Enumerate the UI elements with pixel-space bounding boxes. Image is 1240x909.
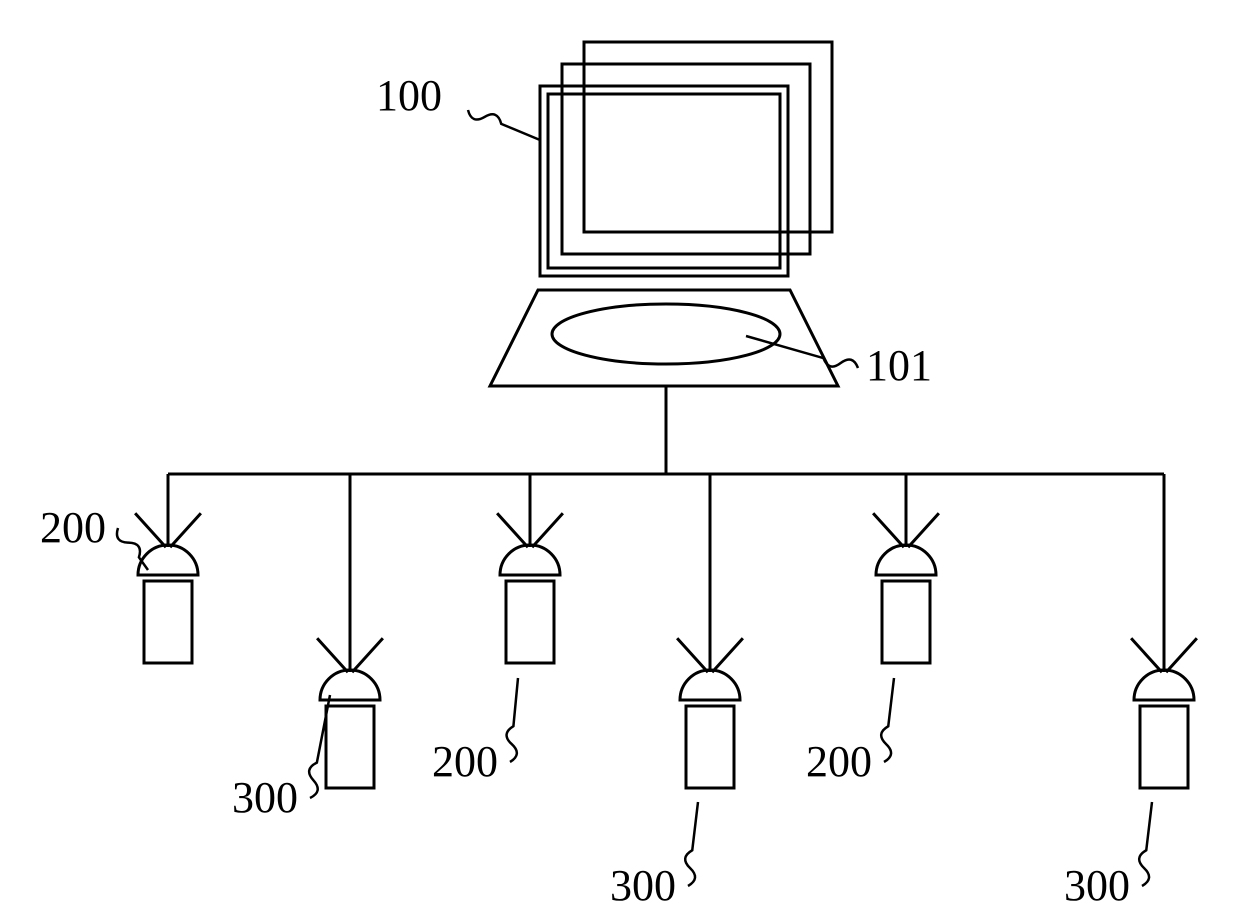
label-300: 300: [610, 861, 676, 909]
lamp-icon: [1131, 630, 1197, 788]
lamp-icon: [677, 630, 743, 788]
label-200: 200: [806, 737, 872, 786]
label-200: 200: [432, 737, 498, 786]
label-300: 300: [232, 773, 298, 822]
lamp-icon: [497, 505, 563, 663]
lamp-icon: [135, 505, 201, 663]
trackpad-ellipse: [552, 304, 780, 364]
label-300: 300: [1064, 861, 1130, 909]
laptop-icon: [490, 42, 838, 386]
label-200: 200: [40, 503, 106, 552]
label-100: 100: [376, 71, 442, 120]
lamp-icon: [873, 505, 939, 663]
label-101: 101: [866, 341, 932, 390]
